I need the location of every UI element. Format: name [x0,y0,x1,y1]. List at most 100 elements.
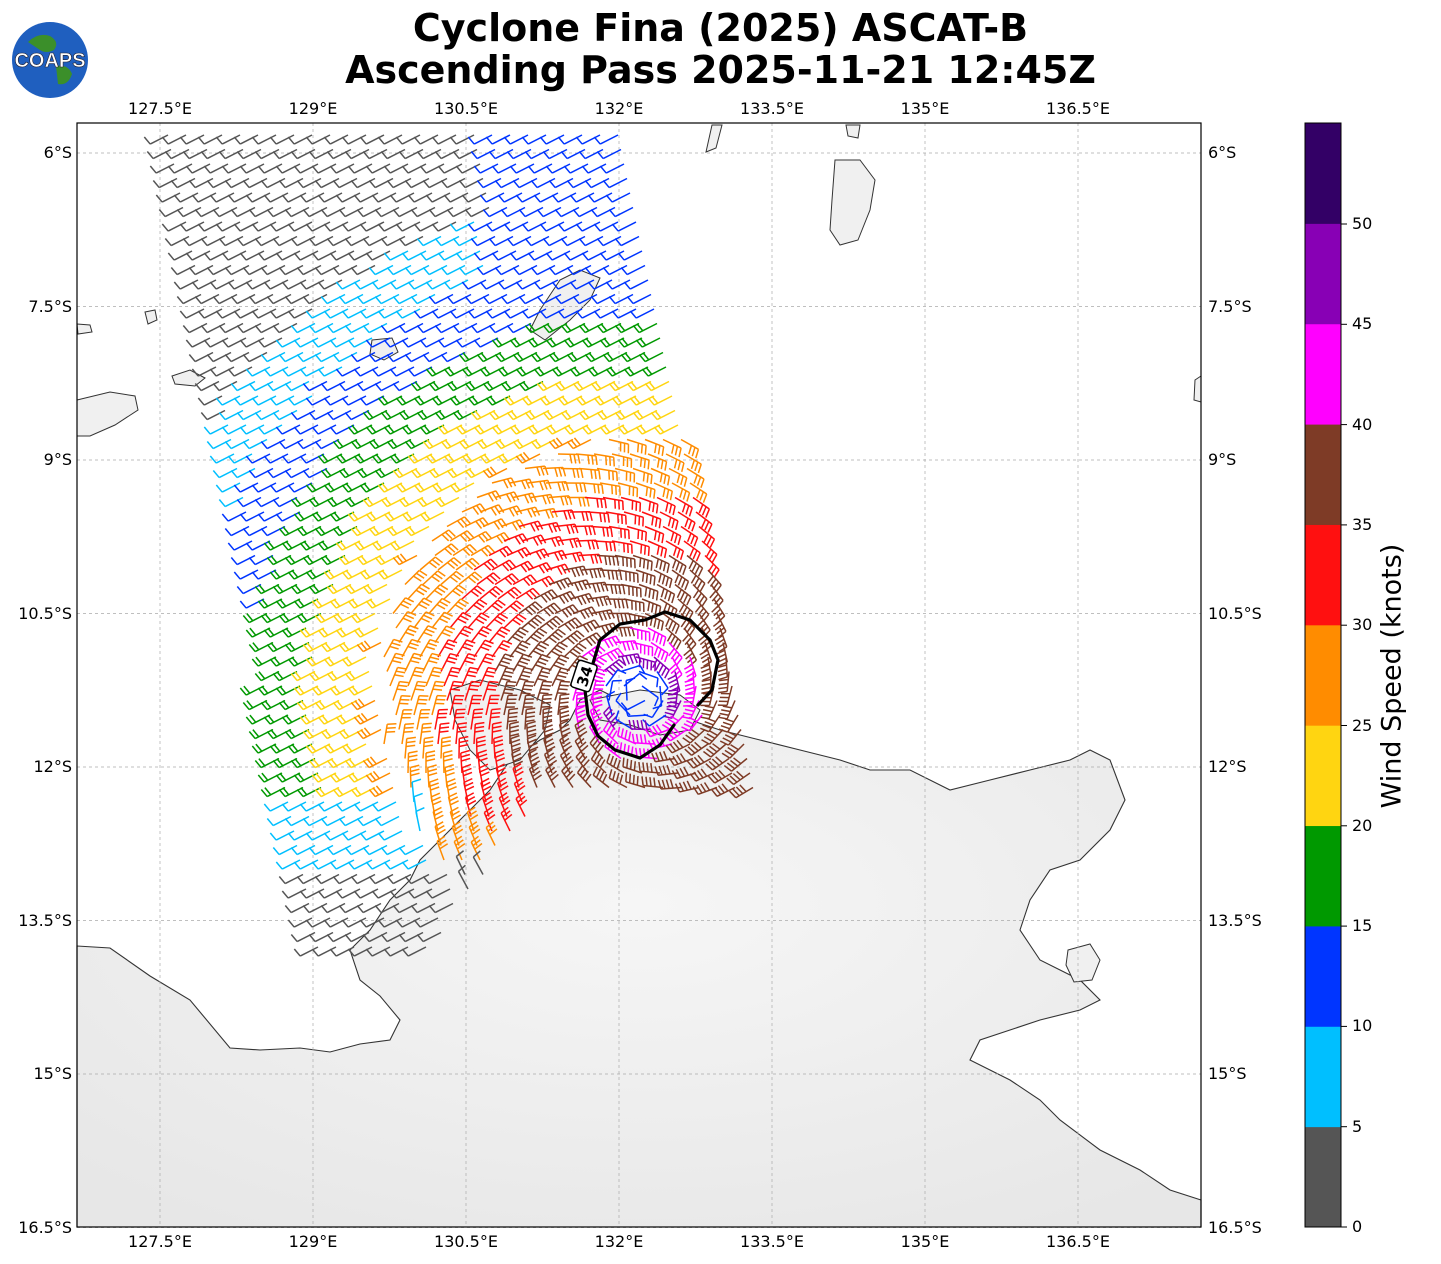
wind-barb [701,728,724,745]
wind-barb [365,163,391,174]
wind-barb [266,293,292,305]
wind-barb [263,366,289,377]
wind-barb [461,192,487,203]
wind-barb [512,653,533,672]
wind-barb [251,308,277,319]
wind-barb [503,694,518,716]
wind-barb [470,235,496,247]
wind-barb [311,163,337,174]
wind-barb [233,134,259,145]
wind-barb [512,351,538,363]
wind-barb [221,250,247,261]
wind-barb [314,699,340,711]
wind-barb [296,177,322,189]
wind-barb [260,177,286,189]
wind-barb [293,163,319,174]
wind-barb [353,279,379,290]
colorbar [1305,123,1347,1228]
wind-barb [512,763,524,788]
wind-barb [684,741,709,756]
wind-barb [599,163,625,174]
wind-barb [641,366,667,377]
wind-barb [473,639,494,658]
wind-barb [683,453,702,474]
wind-barb [528,763,543,788]
lat-label-left: 6°S [43,143,72,162]
wind-barb [590,525,614,538]
wind-barb [717,671,730,694]
wind-barb [512,438,538,450]
lon-label-bottom: 129°E [288,1232,338,1251]
wind-barb [386,351,412,363]
wind-barb [311,859,337,870]
wind-barb [347,163,373,174]
wind-barb [368,177,394,189]
wind-barb [617,569,639,583]
wind-barb [449,395,475,406]
wind-barb [455,722,468,745]
wind-barb [215,134,241,145]
wind-barb [335,192,361,203]
wind-barb [632,322,658,334]
wind-barb [404,873,430,885]
wind-barb [449,308,475,319]
wind-barb [467,530,493,543]
wind-barb [350,525,376,537]
wind-barb [608,525,630,540]
wind-barb [464,680,481,701]
wind-barb [356,554,382,566]
wind-barb [590,750,607,774]
wind-barb [671,766,697,780]
wind-barb [374,554,400,566]
wind-barb [569,366,595,377]
colorbar-tick-label: 25 [1352,715,1373,735]
wind-barb [602,351,628,363]
wind-barb [344,931,370,943]
wind-barb [623,511,645,527]
wind-barb [257,337,283,348]
wind-barb [341,308,367,319]
wind-barb [383,163,409,174]
wind-barb [453,835,466,861]
lon-label-bottom: 136.5°E [1046,1232,1110,1251]
lon-label-bottom: 135°E [900,1232,950,1251]
wind-barb [413,611,435,629]
wind-barb [275,337,301,348]
wind-barb [320,293,346,305]
wind-barb [590,680,606,701]
wind-barb [578,553,603,564]
wind-barb [563,163,589,174]
wind-barb [365,859,391,870]
wind-barb [242,699,268,711]
wind-barb [572,380,598,392]
wind-barb [428,293,454,305]
wind-barb [245,279,271,290]
wind-barb [617,482,639,498]
wind-barb [717,700,736,720]
wind-barb [707,769,733,784]
wind-barb [617,250,643,261]
wind-barb [458,177,484,189]
wind-barb [498,792,511,817]
wind-barb [326,496,352,508]
wind-barb [575,749,590,774]
grid-lines [77,123,1201,1228]
wind-barb [266,467,292,479]
wind-barb [341,656,367,667]
wind-barb [182,322,208,334]
wind-barb [455,250,481,261]
wind-barb [578,322,604,334]
wind-barb [392,680,409,701]
wind-barb [674,780,700,793]
lat-label-right: 12°S [1208,757,1247,776]
wind-barb [359,134,385,145]
wind-barb [320,902,346,914]
wind-barb [626,380,652,392]
wind-barb [278,525,304,537]
wind-barb [254,583,280,595]
wind-barb [503,613,527,629]
wind-barb [260,351,286,363]
wind-barb [587,595,612,607]
wind-barb [566,579,592,592]
wind-barb [236,409,262,421]
